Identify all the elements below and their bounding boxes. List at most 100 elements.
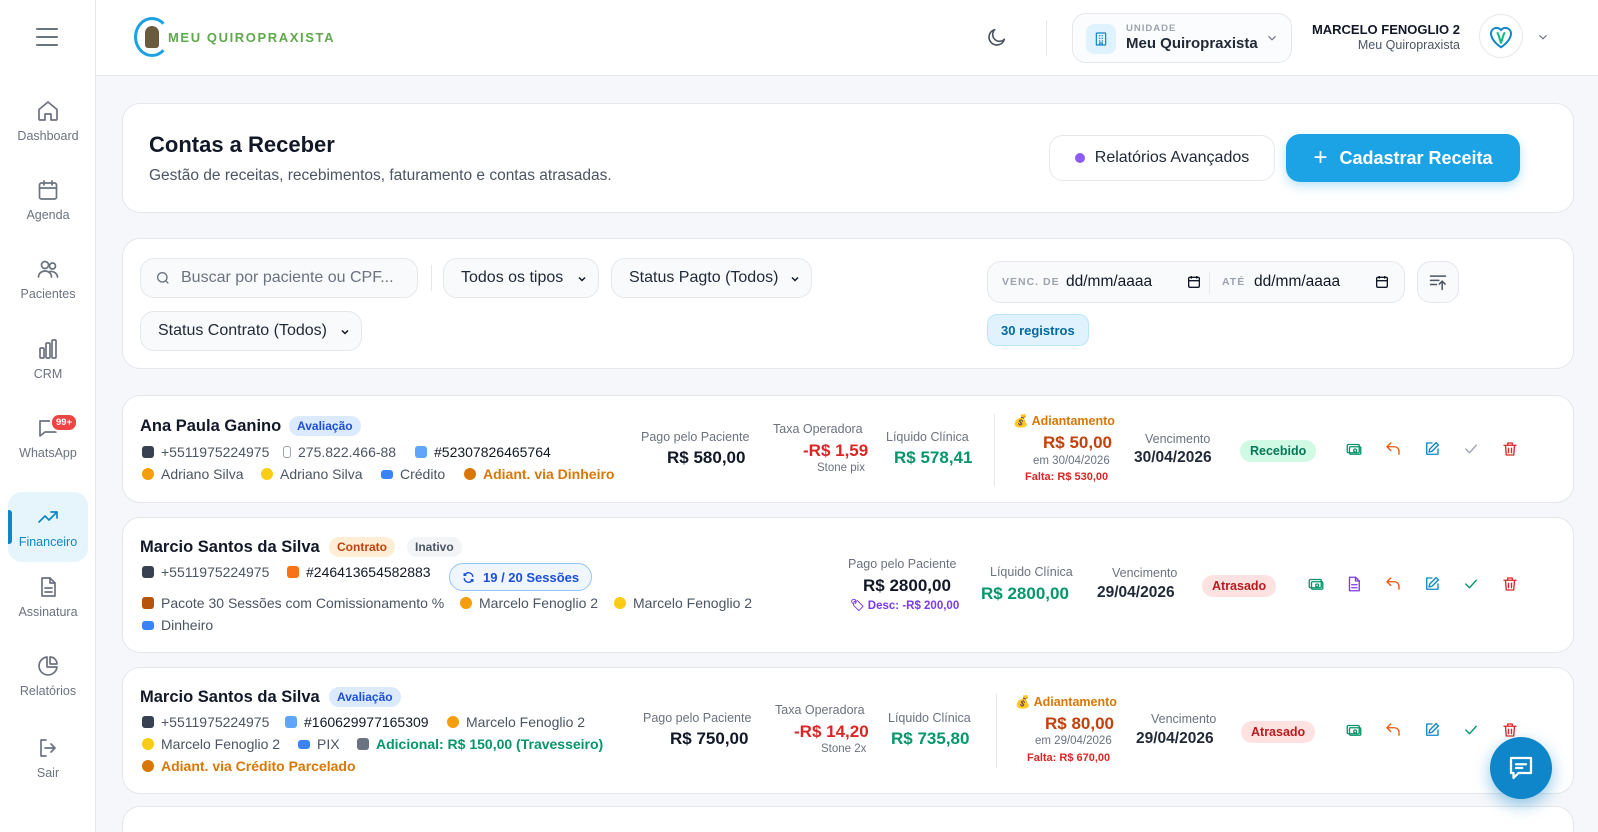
due-value: 29/04/2026 bbox=[1097, 584, 1175, 601]
sidebar-item-label: WhatsApp bbox=[19, 446, 77, 460]
edit-icon[interactable] bbox=[1423, 721, 1443, 741]
logo-mark-icon bbox=[134, 17, 170, 57]
check-icon[interactable] bbox=[1462, 440, 1482, 460]
sidebar-item-assinatura[interactable]: Assinatura bbox=[8, 562, 88, 632]
advance-label-text: Adiantamento bbox=[1031, 414, 1115, 428]
calendar-icon[interactable] bbox=[1374, 274, 1390, 295]
chart-icon bbox=[415, 446, 427, 458]
patient-name[interactable]: Marcio Santos da Silva bbox=[140, 538, 320, 556]
search-input[interactable] bbox=[181, 269, 411, 287]
sidebar-item-whatsapp[interactable]: 99+ WhatsApp bbox=[8, 403, 88, 473]
money-icon[interactable] bbox=[1345, 440, 1365, 460]
professional-icon bbox=[142, 468, 154, 480]
patient-name[interactable]: Ana Paula Ganino bbox=[140, 417, 282, 435]
trash-icon[interactable] bbox=[1501, 721, 1521, 741]
advance-date: em 30/04/2026 bbox=[1033, 455, 1110, 467]
receivable-row[interactable] bbox=[122, 806, 1574, 832]
brand-logo[interactable]: MEU QUIROPRAXISTA bbox=[134, 17, 335, 57]
professional-info: Adriano Silva bbox=[142, 466, 244, 482]
sidebar-item-label: Sair bbox=[36, 766, 60, 780]
sidebar-item-relatorios[interactable]: Relatórios bbox=[8, 641, 88, 711]
advance-via-text: Adiant. via Crédito Parcelado bbox=[161, 758, 356, 774]
user-org: Meu Quiropraxista bbox=[1357, 38, 1460, 52]
status-badge: Atrasado bbox=[1241, 721, 1316, 743]
contract-status-select[interactable]: Status Contrato (Todos) bbox=[140, 311, 362, 351]
sidebar-item-dashboard[interactable]: Dashboard bbox=[8, 86, 88, 156]
document-icon bbox=[41, 577, 56, 597]
chevron-down-icon bbox=[789, 272, 801, 290]
payment-text: PIX bbox=[317, 736, 340, 752]
sidebar-item-label: Agenda bbox=[26, 208, 70, 222]
fee-note: Stone 2x bbox=[821, 743, 867, 755]
payment-info: PIX bbox=[298, 736, 340, 752]
due-value: 30/04/2026 bbox=[1134, 449, 1212, 466]
receivable-row[interactable]: Ana Paula Ganino Avaliação +551197522497… bbox=[122, 395, 1574, 503]
edit-icon[interactable] bbox=[1423, 440, 1443, 460]
card-icon bbox=[381, 469, 393, 479]
due-label: Vencimento bbox=[1112, 566, 1178, 580]
ate-input[interactable]: dd/mm/aaaa bbox=[1254, 273, 1341, 290]
sidebar-item-sair[interactable]: Sair bbox=[8, 723, 88, 793]
fee-value: -R$ 1,59 bbox=[803, 441, 869, 460]
id-card-icon bbox=[283, 446, 291, 458]
discount-text: Desc: -R$ 200,00 bbox=[867, 600, 960, 612]
sidebar-item-crm[interactable]: CRM bbox=[8, 324, 88, 394]
sessions-pill[interactable]: 19 / 20 Sessões bbox=[449, 563, 593, 591]
paid-label: Pago pelo Paciente bbox=[848, 557, 957, 571]
money-icon[interactable] bbox=[1345, 721, 1365, 741]
calendar-icon bbox=[38, 180, 58, 200]
due-value: 29/04/2026 bbox=[1136, 730, 1214, 747]
check-icon[interactable] bbox=[1462, 575, 1482, 595]
trash-icon[interactable] bbox=[1501, 440, 1521, 460]
payment-status-select[interactable]: Status Pagto (Todos) bbox=[611, 258, 812, 298]
money-icon[interactable] bbox=[1307, 575, 1327, 595]
professional-text: Marcelo Fenoglio 2 bbox=[466, 714, 586, 730]
chart-icon bbox=[285, 716, 297, 728]
unit-selector[interactable]: UNIDADE Meu Quiropraxista bbox=[1072, 13, 1292, 63]
net-label: Líquido Clínica bbox=[990, 565, 1073, 579]
sort-button[interactable] bbox=[1417, 261, 1459, 303]
advance-label: 💰 Adiantamento bbox=[1013, 414, 1115, 428]
undo-icon[interactable] bbox=[1384, 440, 1404, 460]
edit-icon[interactable] bbox=[1423, 575, 1443, 595]
advance-value: R$ 80,00 bbox=[1045, 714, 1114, 733]
package-icon bbox=[142, 597, 154, 609]
cpf-info: 275.822.466-88 bbox=[283, 444, 396, 460]
payment-text: Crédito bbox=[400, 466, 446, 482]
net-label: Líquido Clínica bbox=[886, 430, 969, 444]
status-badge: Atrasado bbox=[1202, 575, 1277, 597]
chevron-down-icon[interactable] bbox=[1536, 30, 1550, 49]
undo-icon[interactable] bbox=[1384, 721, 1404, 741]
package-info: Pacote 30 Sessões com Comissionamento % bbox=[142, 595, 444, 611]
additional-info: Adicional: R$ 150,00 (Travesseiro) bbox=[357, 736, 603, 752]
receivable-row[interactable]: Marcio Santos da Silva Contrato Inativo … bbox=[122, 517, 1574, 653]
undo-icon[interactable] bbox=[1384, 575, 1404, 595]
package-text: Pacote 30 Sessões com Comissionamento % bbox=[161, 595, 445, 611]
paid-label: Pago pelo Paciente bbox=[641, 430, 750, 444]
search-box[interactable] bbox=[140, 258, 418, 298]
memo-icon bbox=[287, 566, 299, 578]
sidebar-item-financeiro[interactable]: Financeiro bbox=[8, 492, 88, 562]
calendar-icon[interactable] bbox=[1186, 274, 1202, 295]
top-bar: MEU QUIROPRAXISTA UNIDADE Meu Quiropraxi… bbox=[96, 0, 1598, 76]
contract-status-value: Status Contrato (Todos) bbox=[158, 322, 327, 339]
check-icon[interactable] bbox=[1462, 721, 1482, 741]
fee-note: Stone pix bbox=[817, 462, 865, 474]
contract-document-icon[interactable] bbox=[1345, 575, 1365, 595]
trash-icon[interactable] bbox=[1501, 575, 1521, 595]
venc-de-input[interactable]: dd/mm/aaaa bbox=[1066, 273, 1153, 290]
moon-icon[interactable] bbox=[986, 26, 1010, 50]
new-receita-button[interactable]: + Cadastrar Receita bbox=[1286, 134, 1520, 182]
sidebar-item-agenda[interactable]: Agenda bbox=[8, 165, 88, 235]
receivable-row[interactable]: Marcio Santos da Silva Avaliação +551197… bbox=[122, 667, 1574, 794]
due-label: Vencimento bbox=[1145, 432, 1211, 446]
support-chat-button[interactable] bbox=[1490, 737, 1552, 799]
seller-text: Marcelo Fenoglio 2 bbox=[633, 595, 753, 611]
advance-label: 💰 Adiantamento bbox=[1015, 695, 1117, 709]
patient-name[interactable]: Marcio Santos da Silva bbox=[140, 688, 320, 706]
menu-toggle-icon[interactable] bbox=[36, 28, 58, 46]
advanced-reports-button[interactable]: Relatórios Avançados bbox=[1049, 135, 1275, 181]
sidebar-item-pacientes[interactable]: Pacientes bbox=[8, 244, 88, 314]
avatar[interactable] bbox=[1479, 14, 1523, 58]
type-select[interactable]: Todos os tipos bbox=[443, 258, 599, 298]
